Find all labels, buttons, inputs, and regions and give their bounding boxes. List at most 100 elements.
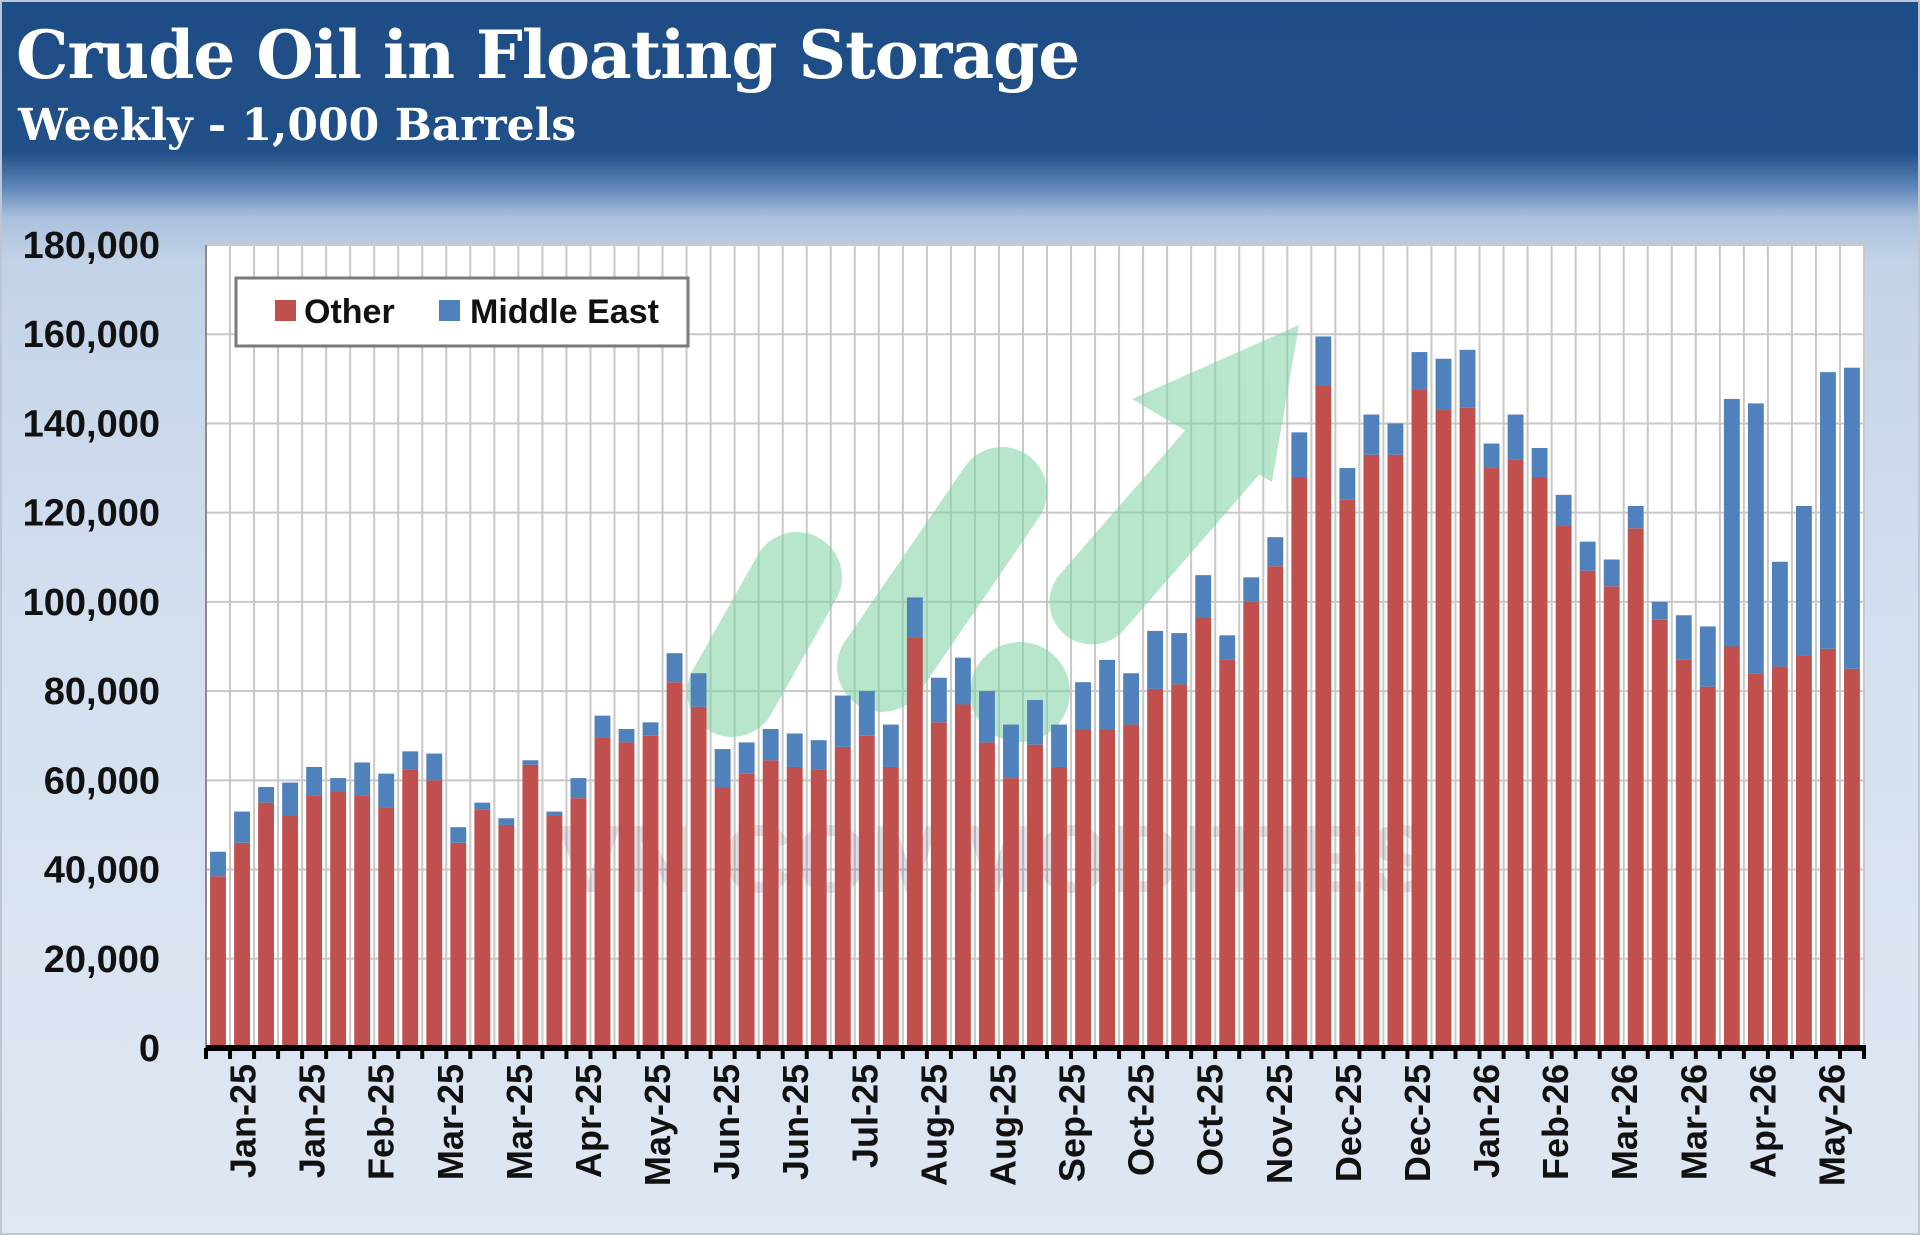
bar-middle-east xyxy=(1579,541,1596,571)
x-tick-label: Dec-25 xyxy=(1328,1064,1369,1182)
bar-other xyxy=(690,706,707,1048)
bar-other xyxy=(1099,729,1116,1048)
watermark-arrow-head-icon xyxy=(1132,325,1299,482)
bar-other xyxy=(618,742,635,1048)
bar-middle-east xyxy=(1747,403,1764,674)
bar-middle-east xyxy=(1339,468,1356,500)
x-tick-label: Aug-25 xyxy=(982,1064,1023,1186)
bar-other xyxy=(1651,619,1668,1048)
bar-middle-east xyxy=(1651,601,1668,620)
bar-other xyxy=(1387,454,1404,1048)
bar-middle-east xyxy=(882,724,899,767)
bar-other xyxy=(1075,729,1091,1048)
bar-other xyxy=(1195,617,1212,1048)
bar-other xyxy=(786,766,803,1048)
bar-other xyxy=(378,807,395,1048)
bar-other xyxy=(570,798,587,1048)
bar-middle-east xyxy=(1723,398,1740,647)
bar-middle-east xyxy=(1171,633,1188,685)
bar-other xyxy=(1219,659,1236,1048)
bar-middle-east xyxy=(1051,724,1067,767)
bar-middle-east xyxy=(594,715,611,738)
bar-middle-east xyxy=(1675,615,1692,660)
x-tick-label: Sep-25 xyxy=(1052,1064,1093,1182)
x-tick-label: Feb-26 xyxy=(1535,1064,1576,1180)
y-axis-tick-labels: 0 20,000 40,000 60,000 80,000 100,000 120,000 1… xyxy=(23,225,160,1070)
bar-other xyxy=(810,769,827,1048)
legend-box xyxy=(234,276,690,348)
bar-middle-east xyxy=(546,811,563,817)
bar-other xyxy=(1603,586,1620,1048)
x-tick-label: Mar-25 xyxy=(499,1064,540,1180)
bar-middle-east xyxy=(354,762,371,796)
bar-middle-east xyxy=(1411,352,1428,390)
bar-other xyxy=(1723,646,1740,1048)
bar-middle-east xyxy=(1483,443,1500,469)
x-tick-label: May-25 xyxy=(637,1064,678,1186)
bar-middle-east xyxy=(1531,447,1548,477)
bar-other xyxy=(1051,766,1067,1048)
bar-middle-east xyxy=(1387,423,1404,455)
x-tick-label: Feb-25 xyxy=(361,1064,402,1180)
bar-other xyxy=(1339,499,1356,1048)
bar-middle-east xyxy=(450,827,467,843)
bar-middle-east xyxy=(714,749,731,788)
legend-swatch-middle-east xyxy=(439,300,460,321)
bar-other xyxy=(210,876,226,1048)
bar-other xyxy=(522,764,539,1048)
bar-middle-east xyxy=(858,691,875,736)
bar-middle-east xyxy=(642,722,659,736)
bar-middle-east xyxy=(1099,659,1116,730)
bar-middle-east xyxy=(1003,724,1019,779)
bar-other xyxy=(1003,778,1019,1048)
bar-other xyxy=(354,795,371,1048)
y-tick-label: 40,000 xyxy=(44,850,160,892)
bar-middle-east xyxy=(258,787,275,803)
bar-middle-east xyxy=(979,691,995,743)
x-tick-label: Jan-26 xyxy=(1466,1064,1507,1178)
bar-middle-east xyxy=(522,760,539,765)
x-tick-label: Jul-25 xyxy=(844,1064,885,1168)
watermark-pill-icon xyxy=(687,532,842,737)
bar-other xyxy=(306,795,323,1048)
bar-middle-east xyxy=(1555,494,1572,527)
bar-middle-east xyxy=(1075,682,1091,730)
x-tick-label: Apr-26 xyxy=(1742,1064,1783,1178)
bar-middle-east xyxy=(834,695,851,747)
bar-middle-east xyxy=(570,778,587,799)
bar-other xyxy=(930,722,947,1048)
bar-other xyxy=(450,842,467,1048)
bar-middle-east xyxy=(810,740,827,770)
bar-other xyxy=(474,809,491,1048)
bar-middle-east xyxy=(426,753,443,781)
x-tick-label: Jun-25 xyxy=(706,1064,747,1180)
bar-middle-east xyxy=(906,597,923,638)
bar-other xyxy=(1795,655,1812,1048)
bar-middle-east xyxy=(738,742,755,774)
bar-other xyxy=(1483,468,1500,1048)
bar-other xyxy=(666,682,683,1048)
bar-middle-east xyxy=(1627,505,1644,529)
bar-middle-east xyxy=(930,677,947,723)
bar-other xyxy=(979,742,995,1048)
bar-other xyxy=(1507,459,1524,1049)
bar-other xyxy=(1267,566,1284,1048)
chart-header: Crude Oil in Floating Storage Weekly - 1… xyxy=(2,2,1918,202)
bar-middle-east xyxy=(1603,559,1620,587)
x-tick-label: Oct-25 xyxy=(1121,1064,1162,1176)
bar-other xyxy=(1435,410,1452,1048)
x-tick-label: Mar-26 xyxy=(1604,1064,1645,1180)
bar-other xyxy=(1579,570,1596,1048)
bar-middle-east xyxy=(762,729,779,761)
x-tick-label: Jan-25 xyxy=(292,1064,333,1178)
bar-other xyxy=(1027,744,1043,1048)
bar-other xyxy=(426,780,443,1048)
legend-swatch-other xyxy=(275,300,296,321)
bar-other xyxy=(1771,666,1788,1048)
bar-middle-east xyxy=(1459,349,1476,408)
bar-middle-east xyxy=(1243,577,1260,602)
bar-middle-east xyxy=(330,778,347,792)
x-axis-tick-labels: Jan-25 Jan-25 Feb-25 Mar-25 Mar-25 Apr-25 May-… xyxy=(223,1064,1853,1186)
